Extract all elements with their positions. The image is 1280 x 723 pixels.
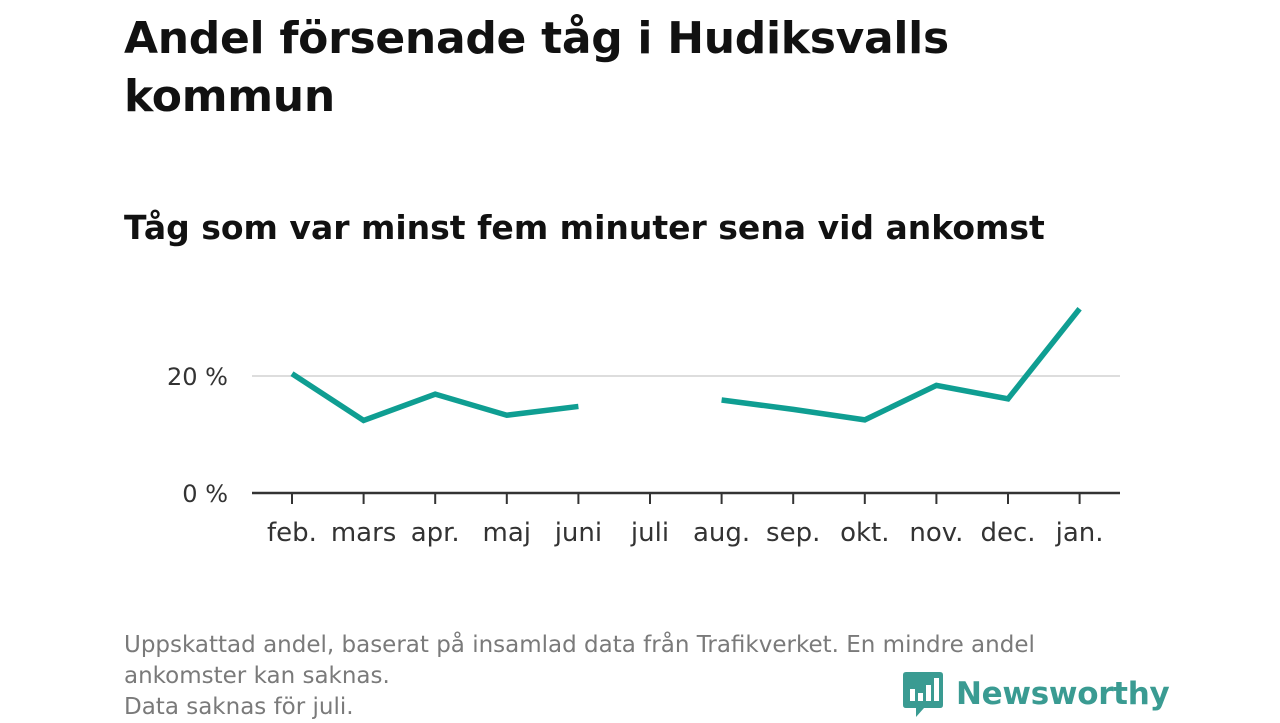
x-tick-label: juni bbox=[554, 518, 602, 548]
y-tick-label: 0 % bbox=[182, 480, 228, 508]
y-tick-label: 20 % bbox=[167, 363, 228, 391]
brand-name: Newsworthy bbox=[956, 676, 1169, 712]
series-line-segment bbox=[722, 309, 1080, 420]
x-tick-label: okt. bbox=[840, 518, 889, 548]
series-line bbox=[292, 309, 1080, 421]
x-tick-label: jan. bbox=[1055, 518, 1104, 548]
x-tick-label: apr. bbox=[411, 518, 460, 548]
newsworthy-brand: Newsworthy bbox=[902, 668, 1169, 720]
newsworthy-logo-icon bbox=[902, 669, 944, 719]
x-tick-label: dec. bbox=[980, 518, 1035, 548]
x-tick-label: sep. bbox=[766, 518, 820, 548]
x-tick-label: feb. bbox=[267, 518, 317, 548]
x-tick-label: juli bbox=[630, 518, 669, 548]
x-tick-label: maj bbox=[483, 518, 531, 548]
series-line-segment bbox=[292, 374, 578, 421]
footnote-line: Uppskattad andel, baserat på insamlad da… bbox=[124, 630, 1164, 661]
x-tick-label: aug. bbox=[693, 518, 750, 548]
x-tick-label: mars bbox=[331, 518, 397, 548]
y-axis-ticks: 0 % 20 % bbox=[167, 363, 228, 508]
x-tick-label: nov. bbox=[909, 518, 963, 548]
